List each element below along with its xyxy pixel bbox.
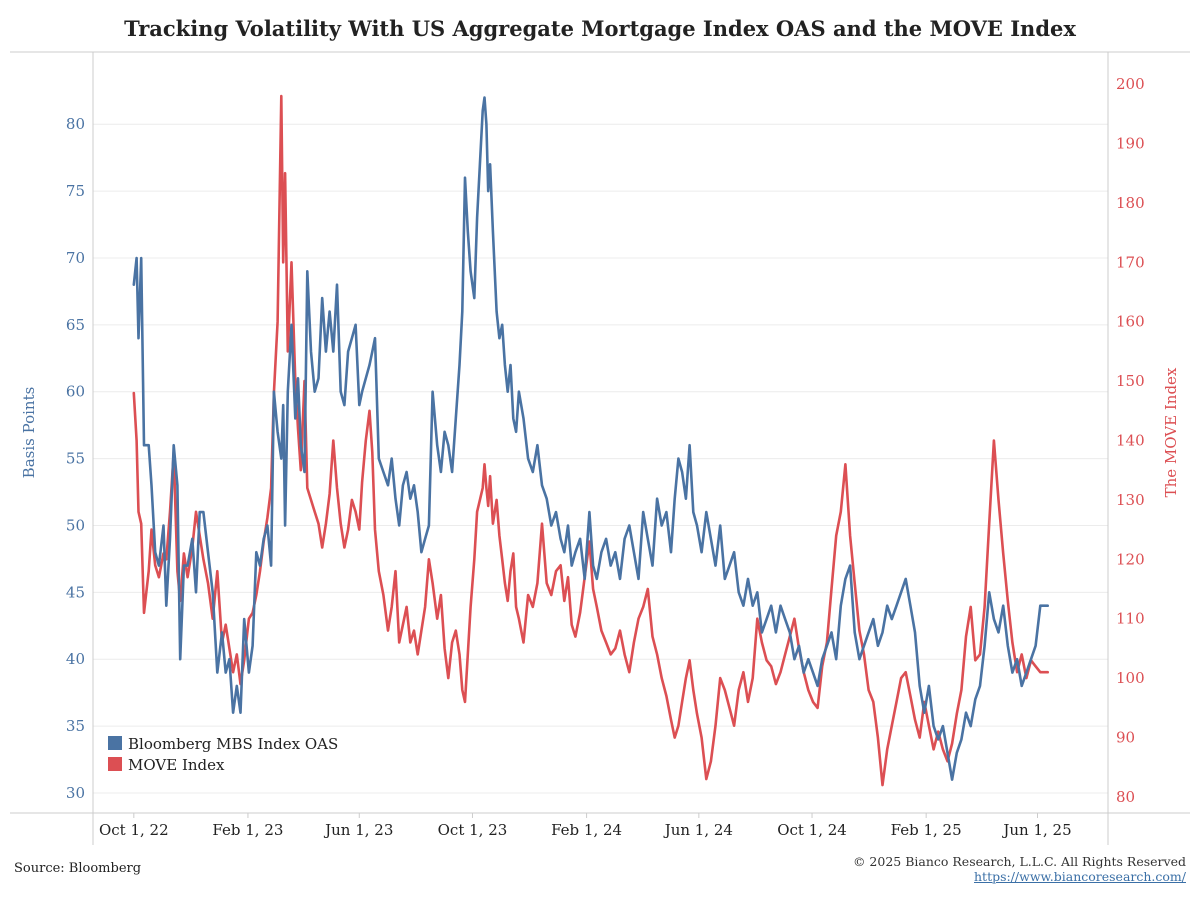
legend-label: Bloomberg MBS Index OAS — [128, 735, 338, 753]
y2-tick-label: 170 — [1116, 253, 1145, 271]
y-tick-label: 65 — [66, 316, 85, 334]
y-tick-label: 30 — [66, 784, 85, 802]
x-tick-label: Jun 1, 25 — [1001, 821, 1071, 839]
y-tick-label: 55 — [66, 450, 85, 468]
legend: Bloomberg MBS Index OAS MOVE Index — [108, 735, 338, 774]
x-tick-label: Feb 1, 23 — [212, 821, 283, 839]
y2-tick-label: 200 — [1116, 75, 1145, 93]
gridlines — [93, 123, 1108, 794]
y2-tick-label: 160 — [1116, 313, 1145, 331]
y-axis-label: Basis Points — [20, 387, 38, 479]
y2-tick-label: 140 — [1116, 432, 1145, 450]
y2-tick-label: 120 — [1116, 550, 1145, 568]
legend-label: MOVE Index — [128, 756, 225, 774]
y2-tick-label: 130 — [1116, 491, 1145, 509]
y-tick-label: 35 — [66, 717, 85, 735]
y-tick-label: 50 — [66, 516, 85, 534]
website-link[interactable]: https://www.biancoresearch.com/ — [974, 869, 1186, 884]
x-tick-label: Oct 1, 23 — [438, 821, 508, 839]
y2-tick-label: 180 — [1116, 194, 1145, 212]
y-tick-label: 45 — [66, 583, 85, 601]
oas-series-line — [132, 96, 1049, 781]
y2-tick-label: 80 — [1116, 788, 1135, 806]
y-tick-label: 70 — [66, 249, 85, 267]
chart-title: Tracking Volatility With US Aggregate Mo… — [124, 16, 1076, 41]
y2-tick-label: 190 — [1116, 134, 1145, 152]
y-tick-label: 40 — [66, 650, 85, 668]
y-tick-label: 80 — [66, 115, 85, 133]
x-tick-label: Feb 1, 24 — [551, 821, 622, 839]
x-tick-label: Jun 1, 23 — [323, 821, 393, 839]
y-tick-label: 60 — [66, 383, 85, 401]
y2-tick-label: 150 — [1116, 372, 1145, 390]
axes — [10, 51, 1190, 845]
y2-tick-label: 100 — [1116, 669, 1145, 687]
legend-swatch — [108, 757, 122, 771]
x-tick-label: Oct 1, 22 — [99, 821, 169, 839]
y2-axis-label: The MOVE Index — [1162, 367, 1180, 497]
copyright-notice: © 2025 Bianco Research, L.L.C. All Right… — [852, 854, 1186, 869]
y2-tick-label: 110 — [1116, 610, 1145, 628]
tick-labels: 30 35 40 45 50 55 60 65 70 75 80 80 90 100 110 120 130 14… — [20, 75, 1180, 839]
x-tick-label: Feb 1, 25 — [891, 821, 962, 839]
y2-tick-label: 90 — [1116, 729, 1135, 747]
legend-swatch — [108, 736, 122, 750]
x-tick-label: Jun 1, 24 — [663, 821, 733, 839]
data-series — [132, 94, 1049, 787]
x-tick-label: Oct 1, 24 — [777, 821, 847, 839]
source-note: Source: Bloomberg — [14, 861, 142, 876]
move-series-line — [132, 94, 1049, 787]
y-tick-label: 75 — [66, 182, 85, 200]
